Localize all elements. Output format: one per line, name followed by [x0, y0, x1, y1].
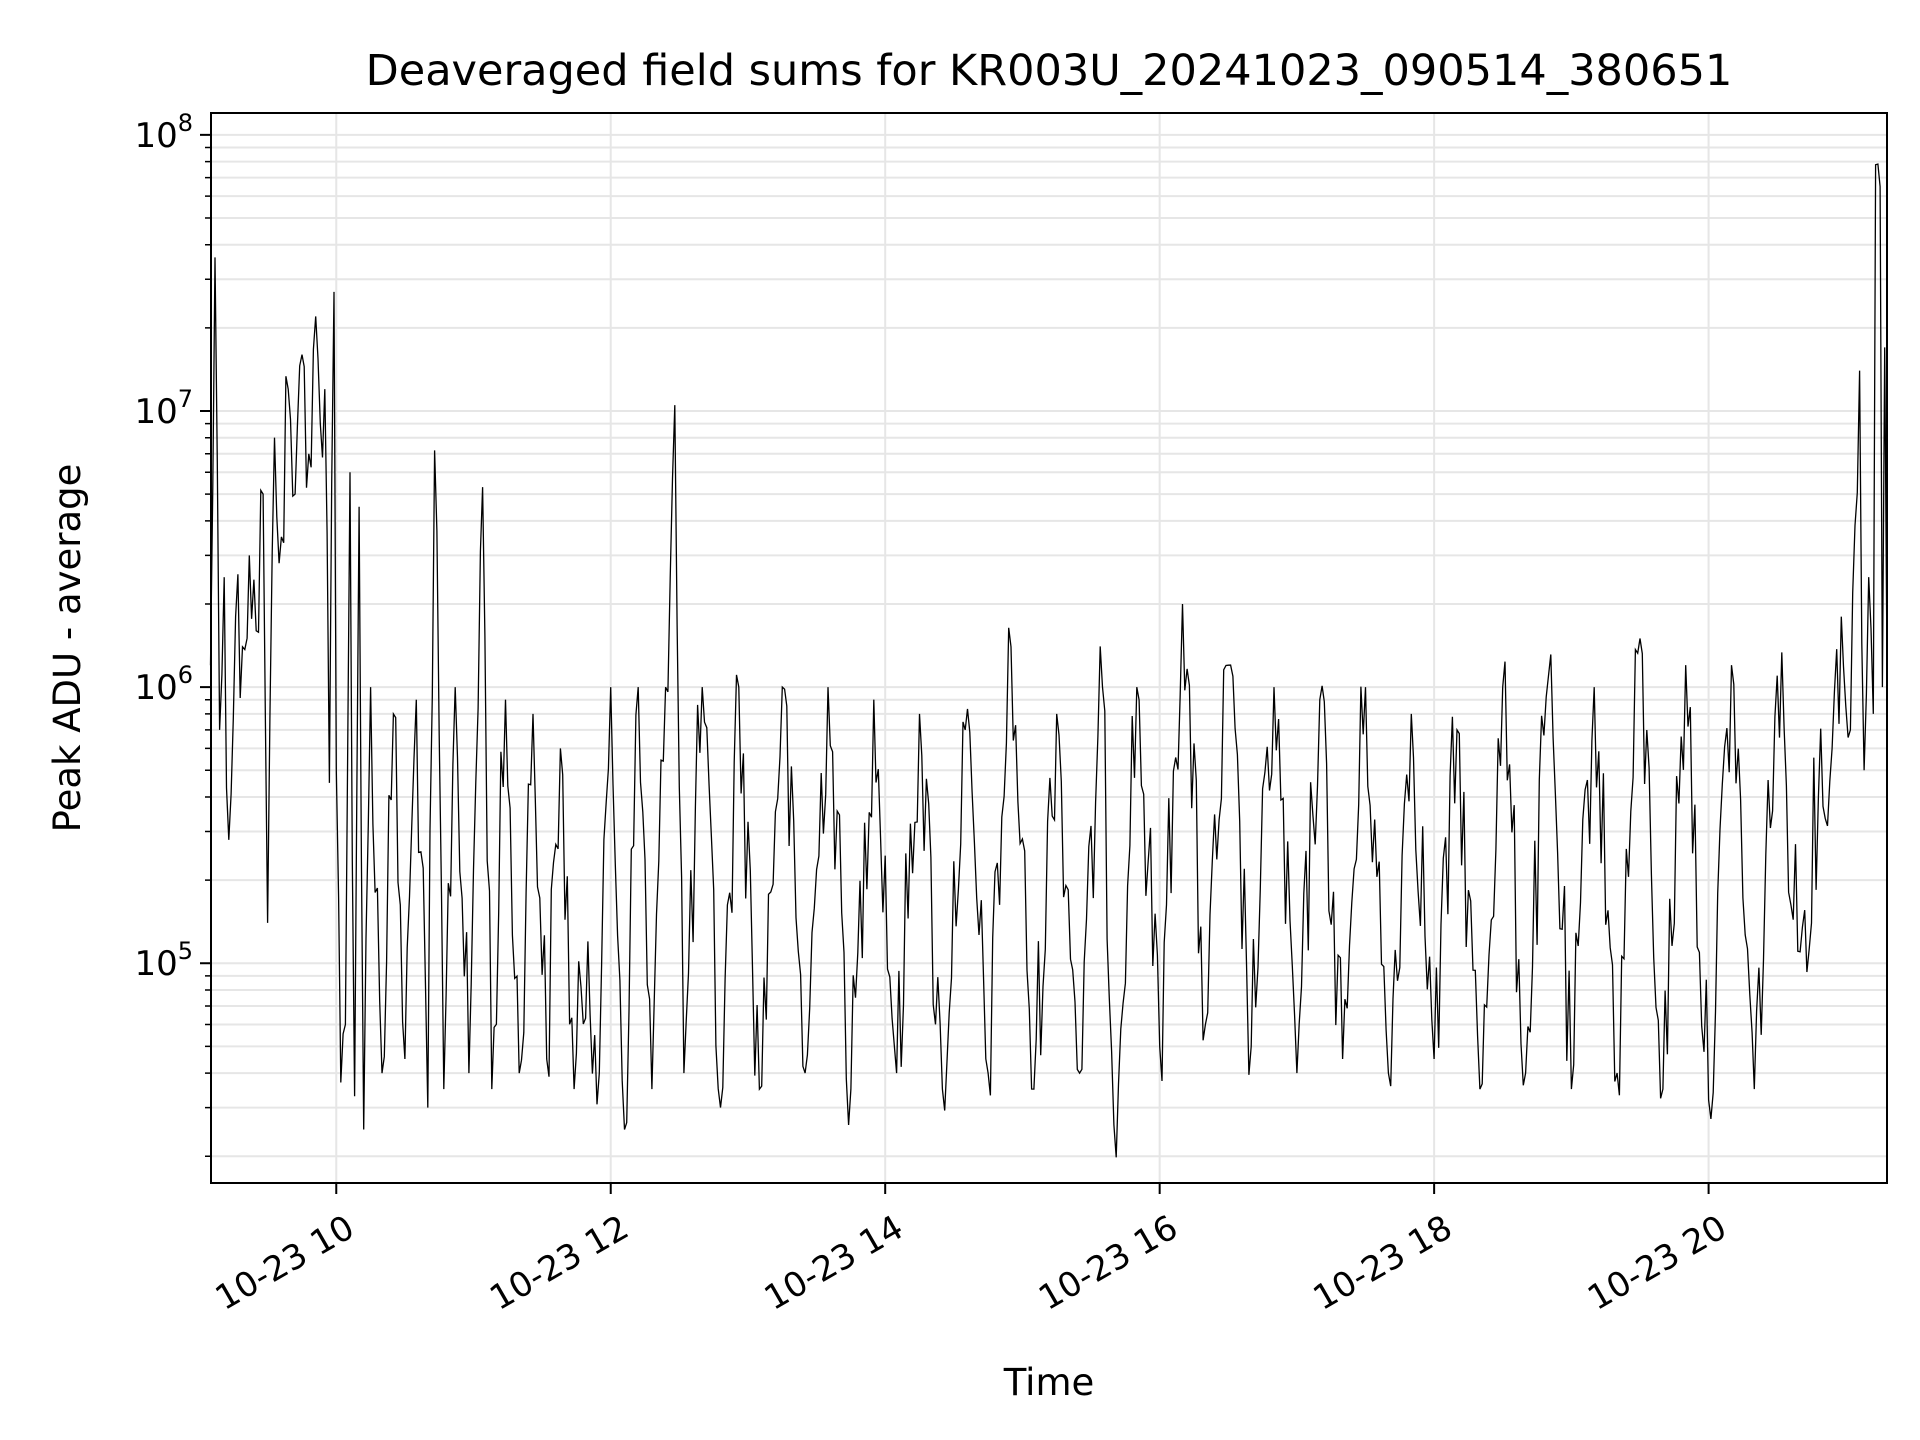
- chart-title: Deaveraged field sums for KR003U_2024102…: [366, 46, 1733, 96]
- plot-frame: [210, 112, 1888, 1184]
- x-axis-label: Time: [1003, 1361, 1095, 1404]
- y-tick-label: 107: [134, 385, 193, 432]
- y-axis-label: Peak ADU - average: [46, 464, 89, 833]
- y-tick-label: 105: [134, 937, 193, 984]
- series-line: [209, 163, 1888, 1158]
- y-tick-label: 108: [134, 109, 193, 156]
- data-series: [209, 163, 1888, 1158]
- y-tick-label: 106: [134, 661, 193, 708]
